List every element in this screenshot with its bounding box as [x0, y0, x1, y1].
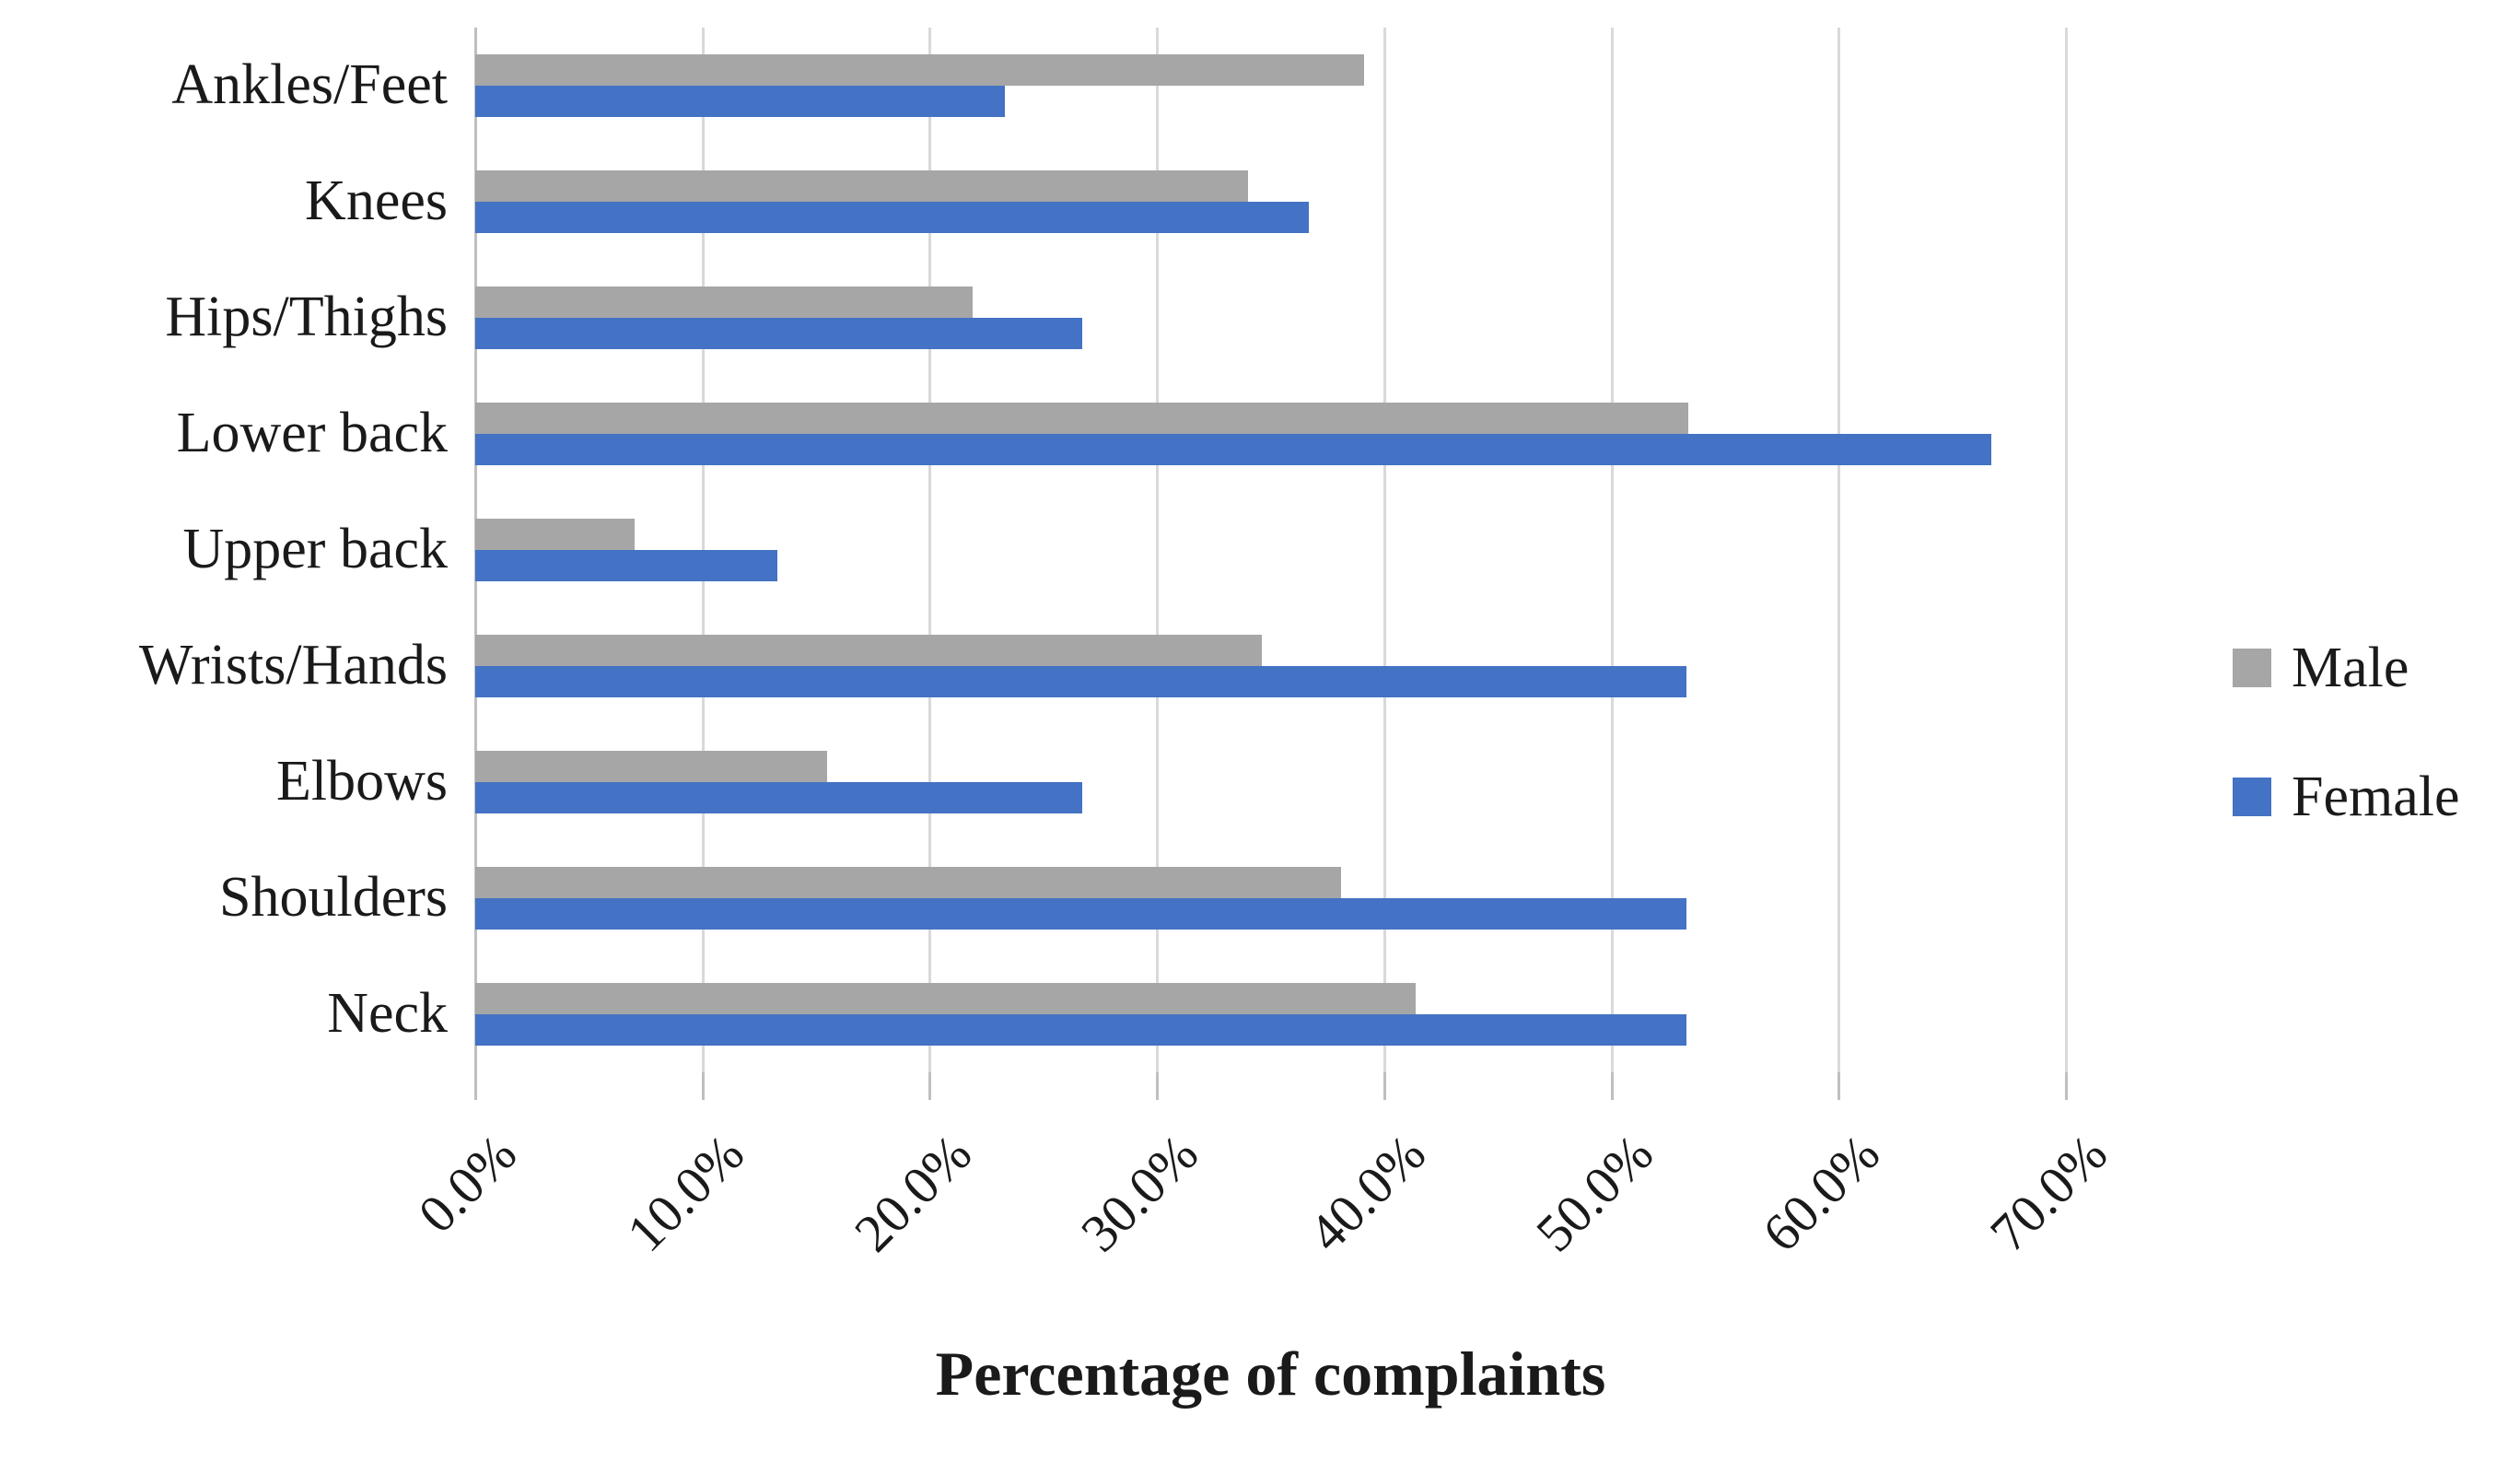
bar-male-knees — [475, 170, 1248, 202]
category-label-knees: Knees — [305, 170, 448, 233]
bar-female-wrists-hands — [475, 666, 1686, 697]
gridline-60 — [1838, 28, 1841, 1072]
category-label-neck: Neck — [327, 982, 448, 1046]
bar-male-lower-back — [475, 403, 1689, 434]
bar-male-elbows — [475, 751, 828, 782]
tickmark-20 — [928, 1072, 932, 1100]
bar-female-shoulders — [475, 898, 1686, 930]
tickmark-10 — [701, 1072, 705, 1100]
category-label-elbows: Elbows — [276, 750, 448, 813]
legend-item-female: Female — [2233, 768, 2460, 825]
gridline-30 — [1156, 28, 1160, 1072]
bar-male-shoulders — [475, 867, 1341, 898]
bar-male-wrists-hands — [475, 635, 1262, 666]
bar-male-neck — [475, 983, 1417, 1014]
bar-male-upper-back — [475, 519, 635, 550]
category-label-shoulders: Shoulders — [219, 866, 448, 930]
bar-male-hips-thighs — [475, 287, 974, 318]
tickmark-70 — [2065, 1072, 2068, 1100]
category-label-hips-thighs: Hips/Thighs — [165, 286, 448, 349]
bar-female-ankles-feet — [475, 86, 1005, 117]
category-label-ankles-feet: Ankles/Feet — [171, 53, 448, 117]
gridline-50 — [1610, 28, 1614, 1072]
x-tick-label: 20.0% — [842, 1123, 983, 1264]
gridline-20 — [928, 28, 932, 1072]
x-tick-label: 30.0% — [1069, 1123, 1210, 1264]
legend-item-male: Male — [2233, 639, 2460, 696]
legend-label-male: Male — [2292, 637, 2409, 699]
tickmark-50 — [1610, 1072, 1614, 1100]
tickmark-40 — [1382, 1072, 1386, 1100]
female-series-swatch-icon — [2233, 778, 2271, 816]
legend: Male Female — [2233, 639, 2460, 825]
bar-female-lower-back — [475, 434, 1991, 465]
bar-female-neck — [475, 1014, 1686, 1046]
x-tick-label: 70.0% — [1978, 1123, 2119, 1264]
category-label-upper-back: Upper back — [182, 518, 448, 581]
category-label-lower-back: Lower back — [176, 402, 448, 465]
gridline-40 — [1382, 28, 1386, 1072]
bar-female-elbows — [475, 782, 1082, 813]
bar-female-hips-thighs — [475, 318, 1082, 349]
x-tick-label: 50.0% — [1523, 1123, 1664, 1264]
gridline-70 — [2065, 28, 2068, 1072]
tickmark-0 — [474, 1072, 477, 1100]
x-axis-title: Percentage of complaints — [935, 1339, 1606, 1409]
tickmark-30 — [1156, 1072, 1160, 1100]
x-tick-label: 10.0% — [614, 1123, 755, 1264]
legend-label-female: Female — [2292, 766, 2460, 828]
bar-female-upper-back — [475, 550, 778, 581]
tickmark-60 — [1838, 1072, 1841, 1100]
category-label-wrists-hands: Wrists/Hands — [138, 634, 448, 697]
x-tick-label: 60.0% — [1751, 1123, 1892, 1264]
x-tick-label: 40.0% — [1297, 1123, 1437, 1264]
x-tick-label: 0.0% — [406, 1123, 529, 1245]
bar-male-ankles-feet — [475, 54, 1364, 86]
bar-female-knees — [475, 202, 1310, 233]
male-series-swatch-icon — [2233, 649, 2271, 687]
